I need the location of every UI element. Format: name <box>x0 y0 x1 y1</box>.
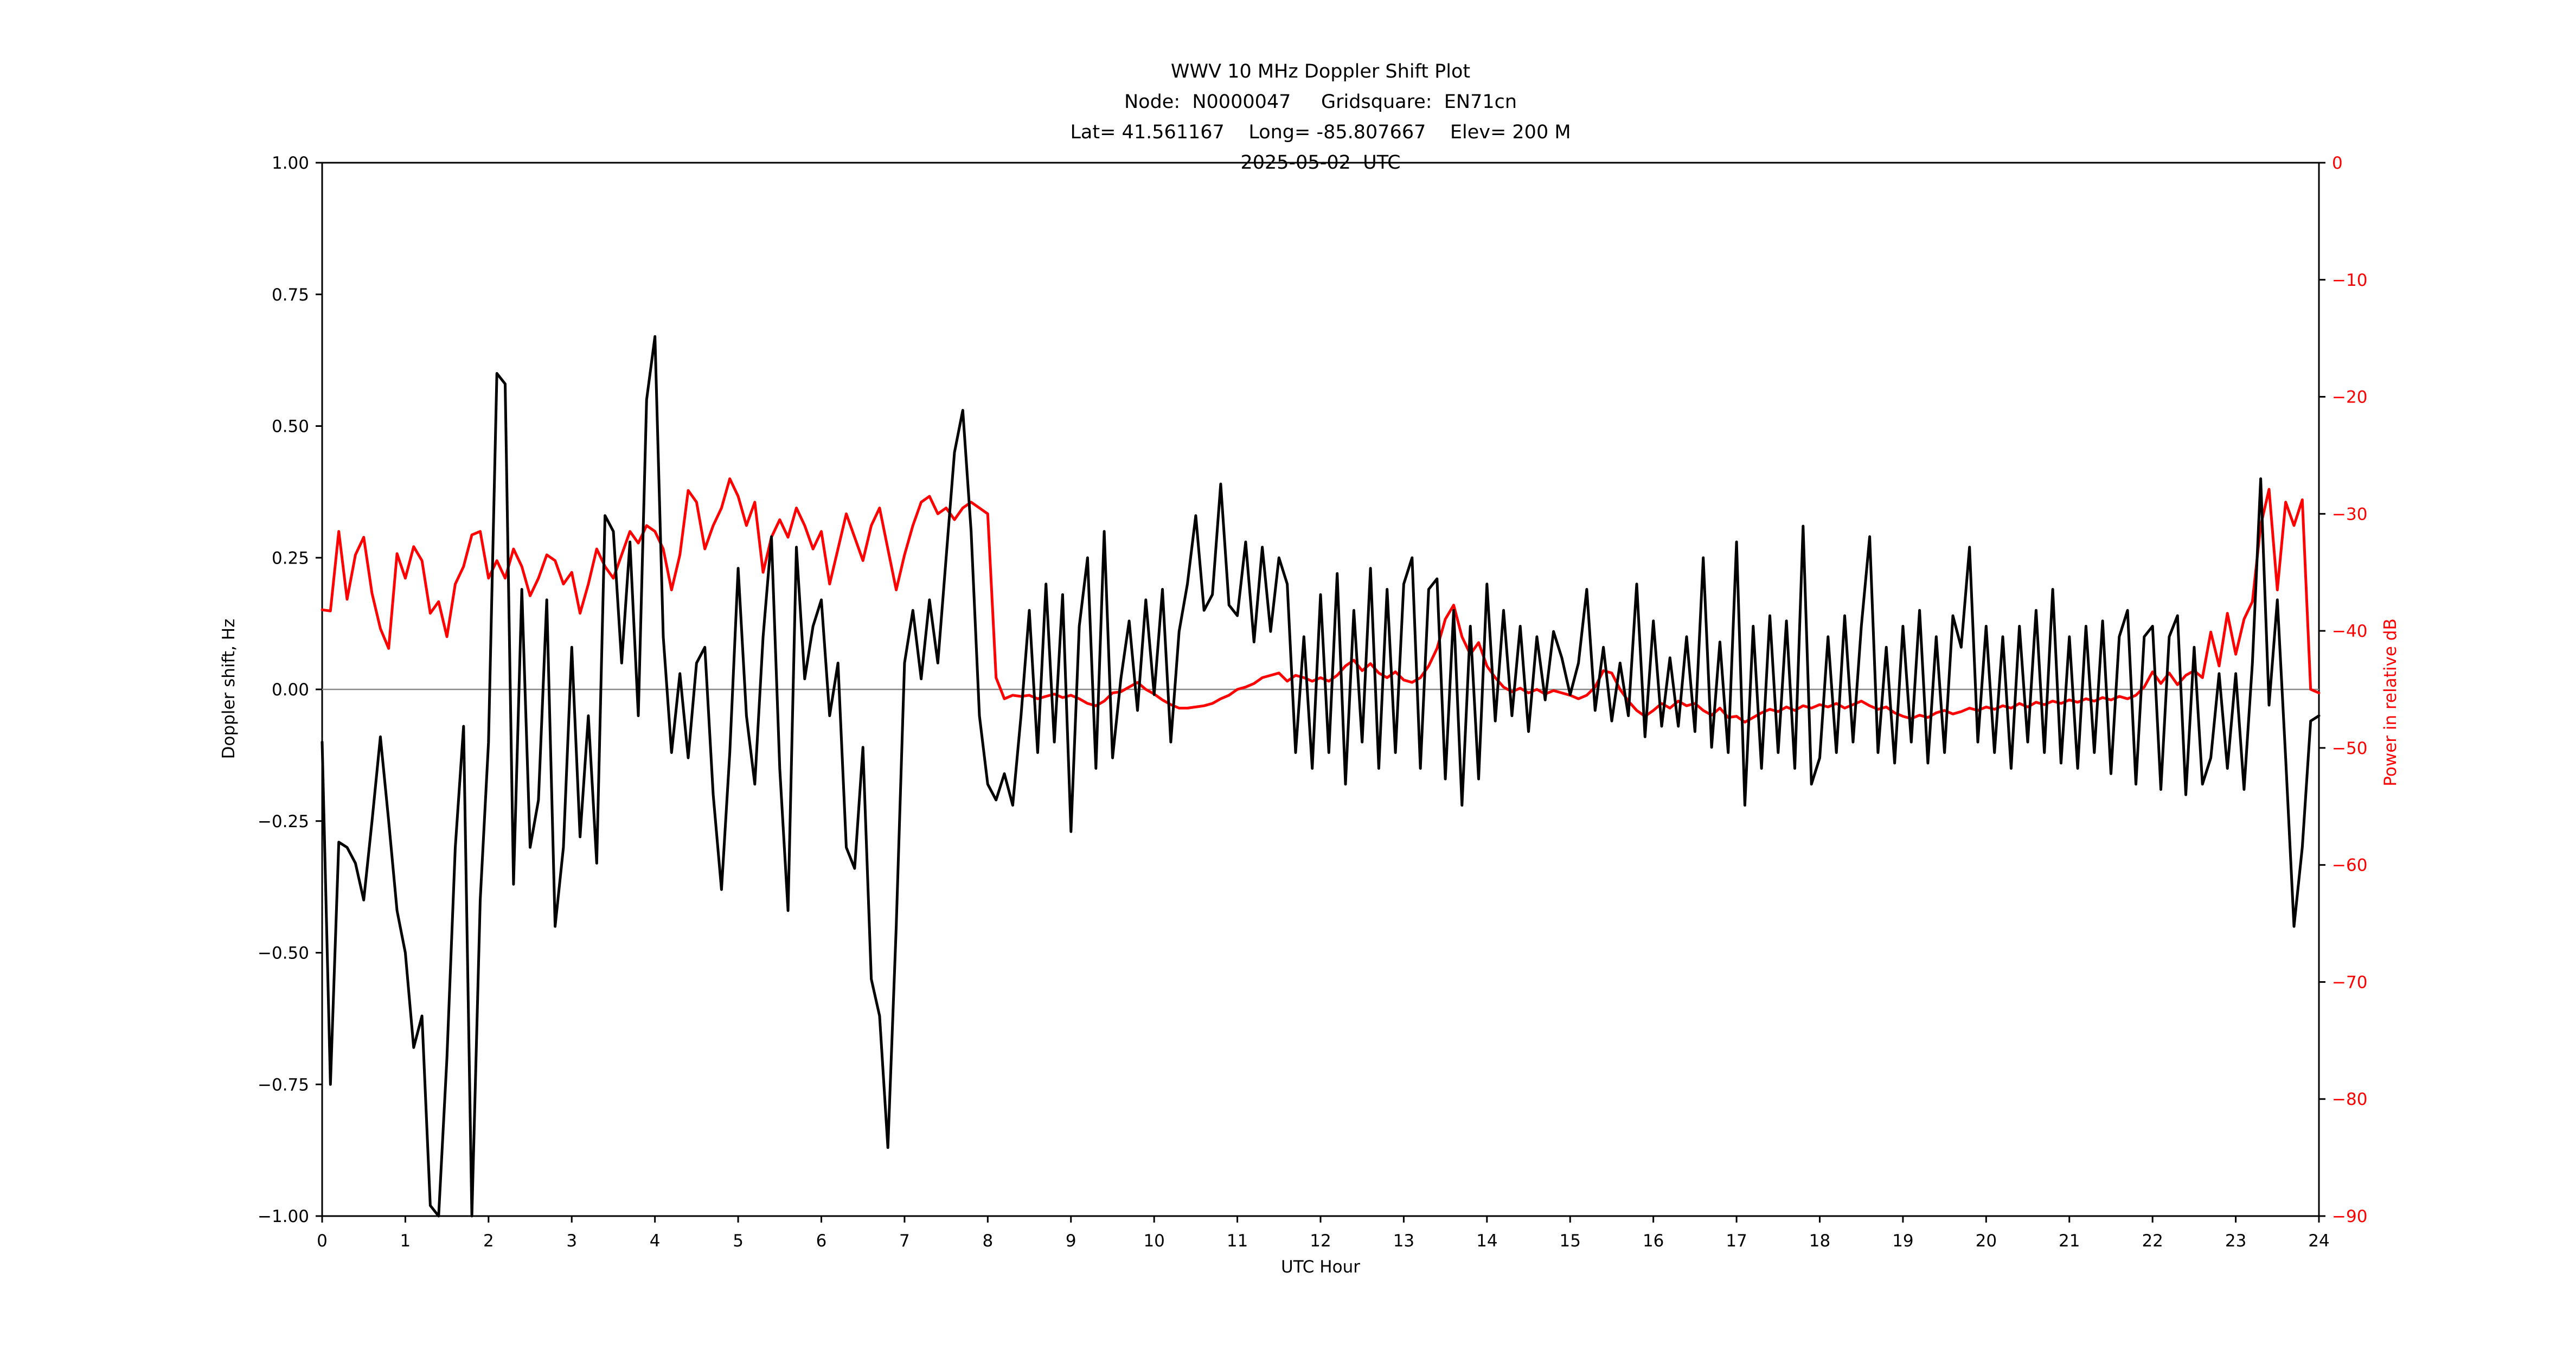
x-tick-label: 17 <box>1726 1231 1747 1251</box>
left-tick-label: −0.50 <box>258 944 309 963</box>
x-tick-label: 4 <box>650 1231 661 1251</box>
right-tick-label: −10 <box>2332 271 2367 290</box>
right-tick-label: 0 <box>2332 153 2343 173</box>
x-axis-title: UTC Hour <box>1281 1257 1360 1277</box>
chart-title-block: WWV 10 MHz Doppler Shift Plot Node: N000… <box>322 56 2319 178</box>
x-tick-label: 16 <box>1643 1231 1664 1251</box>
chart-subtitle-date: 2025-05-02 UTC <box>1240 152 1401 174</box>
left-tick-label: −0.25 <box>258 812 309 831</box>
x-axis-ticks: 0 1 2 3 4 5 6 7 8 9 10 11 12 13 14 15 16 17 18 19 20 21 22 23 24 <box>317 1216 2330 1251</box>
x-tick-label: 23 <box>2225 1231 2246 1251</box>
chart-subtitle-node: Node: N0000047 Gridsquare: EN71cn <box>1124 91 1517 113</box>
x-tick-label: 2 <box>483 1231 494 1251</box>
right-tick-label: −60 <box>2332 856 2367 875</box>
left-tick-label: −1.00 <box>258 1207 309 1226</box>
x-tick-label: 9 <box>1066 1231 1076 1251</box>
chart-subtitle-location: Lat= 41.561167 Long= -85.807667 Elev= 20… <box>1070 121 1571 143</box>
x-tick-label: 13 <box>1393 1231 1414 1251</box>
right-tick-label: −20 <box>2332 388 2367 407</box>
left-tick-label: 0.25 <box>272 548 309 568</box>
right-tick-label: −70 <box>2332 973 2367 992</box>
left-tick-label: 0.00 <box>272 680 309 700</box>
x-tick-label: 8 <box>982 1231 993 1251</box>
x-tick-label: 12 <box>1310 1231 1331 1251</box>
x-tick-label: 1 <box>400 1231 411 1251</box>
left-axis-title: Doppler shift, Hz <box>219 618 239 759</box>
right-tick-label: −50 <box>2332 739 2367 758</box>
right-axis-title: Power in relative dB <box>2381 618 2400 786</box>
x-tick-label: 11 <box>1227 1231 1248 1251</box>
x-tick-label: 6 <box>816 1231 827 1251</box>
x-tick-label: 15 <box>1560 1231 1581 1251</box>
x-tick-label: 7 <box>899 1231 910 1251</box>
right-tick-label: −80 <box>2332 1090 2367 1109</box>
right-tick-label: −90 <box>2332 1207 2367 1226</box>
power-series-line <box>321 477 2321 724</box>
x-tick-label: 14 <box>1476 1231 1497 1251</box>
x-tick-label: 10 <box>1143 1231 1164 1251</box>
x-tick-label: 18 <box>1809 1231 1830 1251</box>
x-tick-label: 20 <box>1976 1231 1997 1251</box>
right-axis-ticks: 0 −10 −20 −30 −40 −50 −60 −70 −80 −90 <box>2319 153 2367 1226</box>
x-tick-label: 22 <box>2142 1231 2163 1251</box>
x-tick-label: 19 <box>1892 1231 1913 1251</box>
left-tick-label: −0.75 <box>258 1075 309 1095</box>
x-tick-label: 24 <box>2308 1231 2329 1251</box>
left-tick-label: 1.00 <box>272 153 309 173</box>
x-tick-label: 21 <box>2059 1231 2080 1251</box>
x-tick-label: 3 <box>566 1231 577 1251</box>
left-axis-ticks: 1.00 0.75 0.50 0.25 0.00 −0.25 −0.50 −0.75 −1.00 <box>258 153 322 1226</box>
left-tick-label: 0.50 <box>272 417 309 437</box>
x-tick-label: 5 <box>733 1231 744 1251</box>
chart-title: WWV 10 MHz Doppler Shift Plot <box>1170 61 1471 82</box>
x-tick-label: 0 <box>317 1231 328 1251</box>
right-tick-label: −30 <box>2332 504 2367 524</box>
doppler-series-line <box>321 335 2321 1218</box>
left-tick-label: 0.75 <box>272 285 309 305</box>
right-tick-label: −40 <box>2332 622 2367 641</box>
